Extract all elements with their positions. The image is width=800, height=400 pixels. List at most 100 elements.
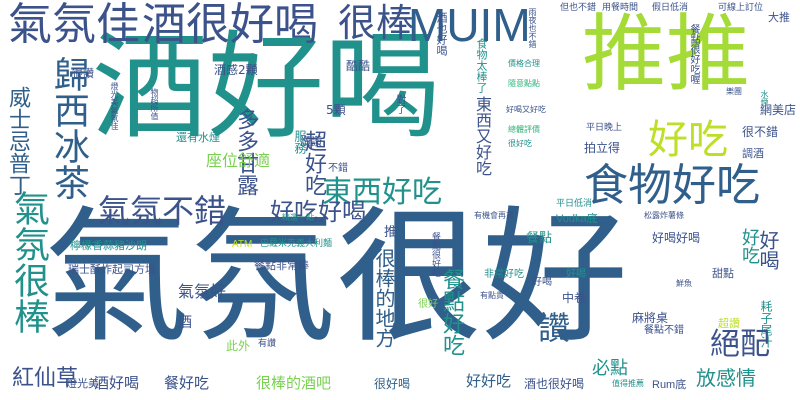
word-wei-shi-ji-pu-ding: 威士忌普丁 (5, 86, 30, 196)
word-hao-he-hao-he: 好喝好喝 (652, 231, 701, 245)
word-hen-bang-de-jiu-ba: 很棒的酒吧 (256, 374, 332, 392)
word-ping-ri-di-xiao: 平日低消 (556, 199, 593, 209)
word-sui-yi-dian-dian: 隨意點點 (508, 79, 540, 88)
word-yue-tuan: 樂團 (726, 87, 742, 96)
word-hen-bang-de-di-fang: 很棒的地方 (372, 248, 396, 348)
word-muim: MUIM (408, 0, 531, 51)
word-ping-ri-wan-shang: 平日晚上 (586, 123, 623, 133)
word-deng-guang-mei: 燈光美 (66, 377, 99, 390)
word-fang-gan-qing: 放感情 (696, 366, 756, 390)
word-qi-fen-bu-cuo: 氣氛不錯 (98, 192, 227, 230)
word-hen-hao-chi: 很好吃 (508, 139, 532, 148)
word-jiu: 酒 (178, 315, 192, 331)
word-zan: 讚 (538, 309, 571, 347)
word-hai-you-shui-yan: 還有水煙 (176, 131, 220, 144)
word-rui-shi-su-zha-qi-si-fang-kuai: 瑞士酥炸起司方塊 (68, 263, 156, 276)
word-duo-duo-gan-lu: 多多甘露 (233, 108, 258, 196)
word-xian-yu: 鮮魚 (676, 279, 692, 288)
word-da-tui: 大推 (768, 11, 790, 24)
word-can-dian-hen-hao-chi-vertical: 餐點很好吃喔 (688, 24, 699, 84)
word-can-dian-hao-chi: 餐點好吃 (439, 268, 464, 356)
word-gui-xi-bing-cha: 歸西冰茶 (48, 56, 89, 200)
word-jia-ri-di-xiao: 假日低消 (652, 3, 689, 13)
word-ning-meng-xiang-suan-zhu-sha-lang: 檸檬香蒜豬沙朗 (70, 239, 147, 252)
word-tui-tui: 推推 (582, 5, 751, 103)
word-dong-xi-hao-chi: 東西好吃 (322, 175, 442, 210)
word-dan-ye-bu-cuo: 但也不錯 (560, 3, 597, 13)
word-hen-bang: 很棒 (338, 1, 415, 45)
word-zhong-juan: 中卷 (562, 291, 587, 305)
word-hong-xian-cao: 紅仙草 (12, 366, 79, 391)
word-zong-ti-ping-jia: 總體評價 (508, 125, 540, 134)
word-qi-fen-hao: 氣氛好 (178, 282, 227, 301)
word-can-hao-chi: 餐好吃 (164, 374, 210, 392)
word-you-ji-hui-zai-lai: 有機會再來 (474, 211, 514, 220)
word-you-zan: 有讚 (258, 339, 277, 349)
word-rum-di: Rum底 (652, 379, 687, 391)
word-jiu-gan-2-ke: 酒感2顆 (214, 63, 258, 77)
word-qi-fen-jia: 氣氛佳 (8, 0, 140, 50)
word-deng-guang-mei-qi-fen-jia: 燈光美氣氛佳 (110, 82, 119, 130)
word-jia-ge-he-li: 價格合理 (508, 59, 540, 68)
word-can-dian: 餐點 (526, 231, 553, 246)
word-yong-can-shi-jian: 用餐時間 (602, 3, 639, 13)
word-ci-wai: 此外 (226, 339, 251, 353)
word-jiu-hen-hao-he: 酒很好喝 (142, 0, 318, 50)
word-hao-he-you-hao-chi: 好喝又好吃 (506, 105, 546, 114)
word-song-lu-zha-shu-tiao: 松露炸薯條 (644, 211, 684, 220)
word-chao-hao-chi: 超好吃 (301, 130, 326, 196)
word-fu-wu: 服務 (293, 130, 307, 154)
word-ma-jiang-zhuo: 麻將桌 (632, 311, 669, 325)
word-ke-xian-shang-ding-wei: 可線上訂位 (718, 3, 764, 13)
word-qi-fen-hen-hao: 氣氛很好 (44, 193, 628, 363)
word-can-dian-bu-cuo: 餐點不錯 (644, 325, 684, 336)
word-fei-chang-hao-chi: 非常好吃 (484, 269, 524, 280)
word-jing-xuan-yi-dian: 精選一點 (282, 213, 314, 222)
word-jue-pei: 絕配 (710, 327, 770, 362)
word-hao-he-vertical: 好喝 (756, 230, 780, 270)
word-tui: 推 (384, 225, 398, 240)
word-hao-chi-vertical: 好吃 (739, 228, 760, 264)
word-ba-sa-mi-ke-yi-da-li-mian: 巴薩米克義大利麵 (260, 239, 333, 249)
word-tiao-jiu: 調酒 (742, 147, 764, 160)
word-bu-cuo: 不錯 (328, 163, 348, 174)
word-jiu-hao-he: 酒好喝 (92, 20, 440, 155)
word-hao-hao-chi: 好好吃 (466, 372, 512, 390)
word-bi-dian: 必點 (592, 358, 628, 379)
word-hao-zi-wei-zhi: 耗子尾汁 (759, 300, 773, 348)
word-zhi-de-tui-jian: 值得推薦 (612, 379, 644, 388)
word-hen-bu-cuo: 很不錯 (742, 125, 779, 139)
word-shui-yan: 水煙 (760, 90, 769, 106)
word-hao-chi-1: 好吃 (648, 117, 728, 163)
word-hao-he-small-1: 好喝 (532, 277, 552, 288)
word-ji-rou-hen-hao-chi: 雞肉很好吃 (130, 88, 139, 128)
word-wu-chao-suo-zhi: 物超所值 (150, 88, 159, 120)
word-ku-ku: 酷酷 (346, 59, 371, 73)
word-5-ke: 5顆 (326, 103, 346, 117)
word-can-dian-fei-chang-bang: 餐點非常棒 (254, 259, 309, 272)
word-pai-li-de: 拍立得 (584, 141, 621, 155)
word-atm: ATM (232, 239, 253, 250)
word-jiu-ye-hen-hao-he: 酒也很好喝 (524, 377, 585, 391)
word-jiu-hao-he-small: 酒好喝 (94, 374, 140, 392)
word-shi-wu-hao-chi: 食物好吃 (584, 160, 760, 211)
word-qi-fen-hen-bang: 氣氛很棒 (8, 190, 49, 334)
word-yu-ye-ye-bu-cuo: 雨夜也不錯 (528, 8, 537, 48)
word-jiu-ye-hao-he-vertical: 酒也好喝 (435, 12, 448, 56)
word-hen-hao-he: 很好喝 (374, 377, 411, 391)
word-vodka-di: Vodka底 (556, 213, 598, 225)
word-shi-wu-tai-bang-le: 食物太棒了 (475, 38, 488, 93)
word-hen-zan: 很讚 (72, 67, 94, 80)
word-hen-hao: 很好 (418, 299, 438, 310)
word-chao-zan: 超讚 (718, 317, 740, 330)
word-you-dian-gui: 有點貴 (480, 291, 504, 300)
word-hao-chi-hao-he: 好吃好喝 (270, 198, 366, 226)
word-zan-zan: 讚讚 (300, 135, 322, 148)
word-can-dian-hen-hao-chi: 餐點很好吃 (430, 232, 440, 277)
word-zuo-wei-shu-shi: 座位舒適 (206, 151, 271, 170)
word-tian-dian: 甜點 (712, 267, 734, 280)
word-dui-le: 對了 (394, 94, 405, 114)
word-dong-xi-you-hao-chi: 東西又好吃 (473, 96, 492, 176)
word-wang-mei-dian: 網美店 (760, 103, 797, 117)
